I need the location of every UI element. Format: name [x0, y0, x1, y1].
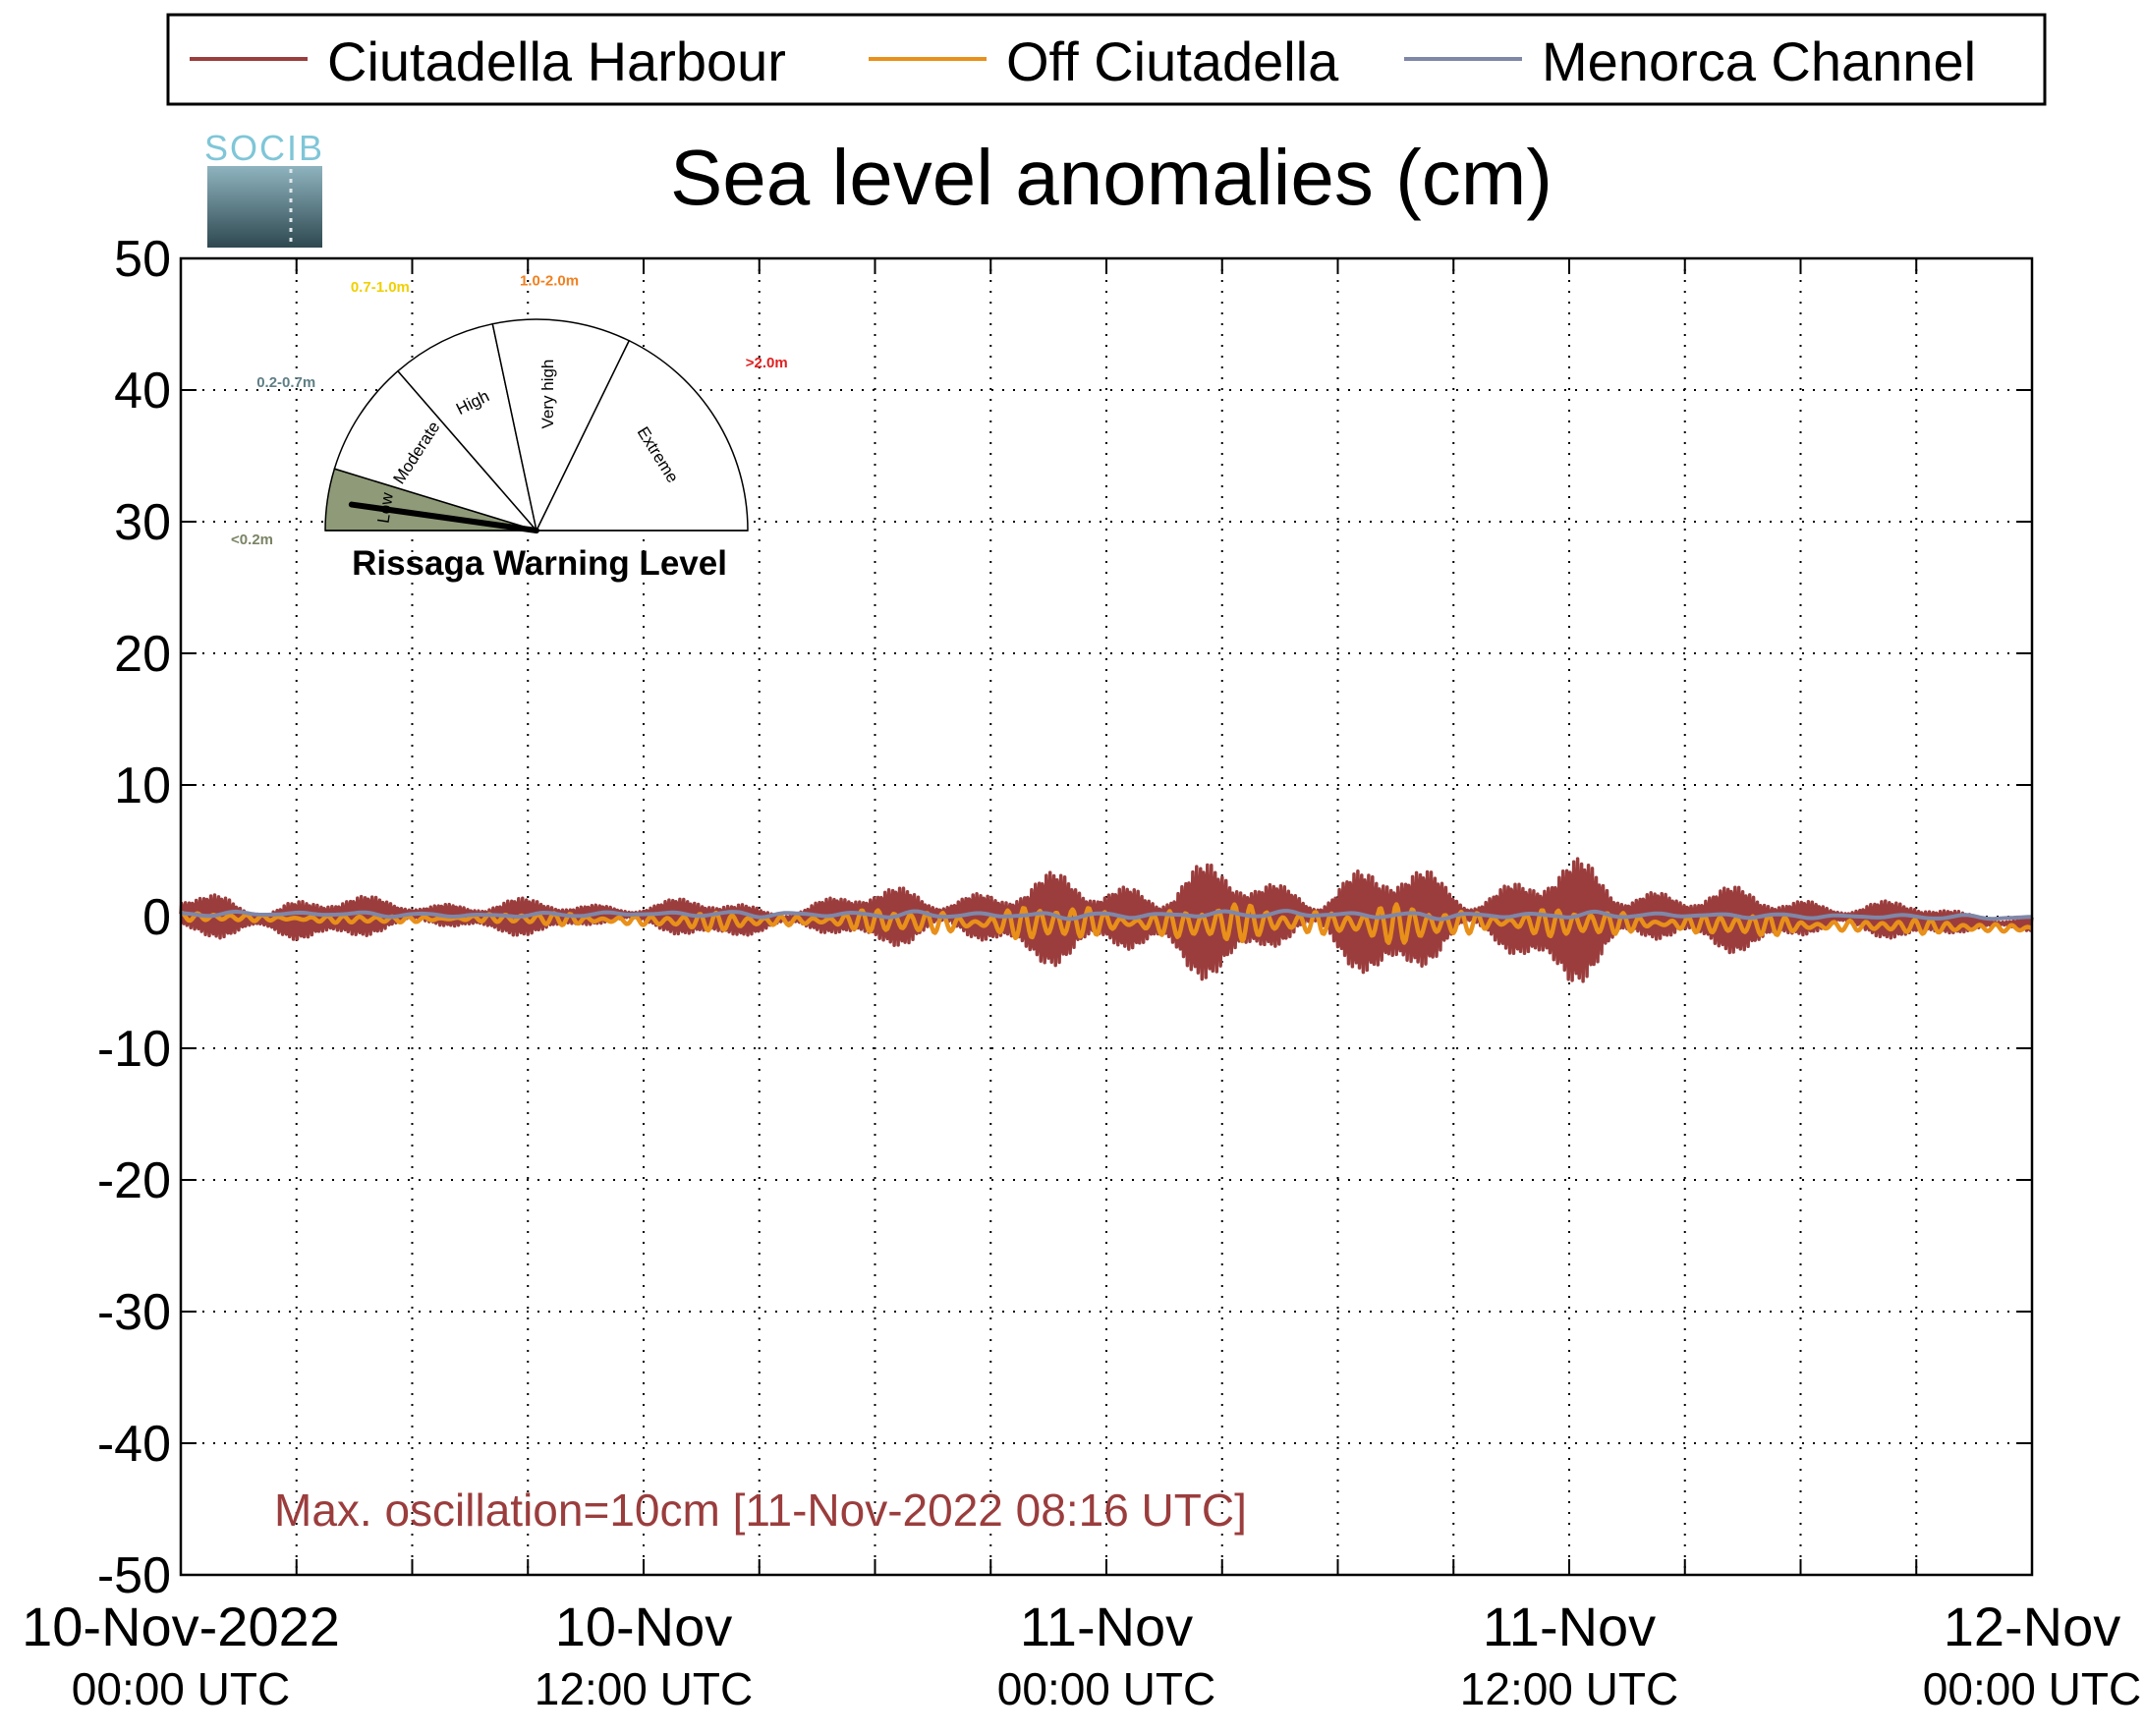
legend-label-off-ciutadella: Off Ciutadella — [1006, 30, 1339, 92]
gauge-range-label: 0.7-1.0m — [351, 279, 410, 296]
x-tick-label-date: 10-Nov — [555, 1596, 733, 1657]
x-tick-label-date: 11-Nov — [1483, 1596, 1656, 1657]
gauge-sector-high — [396, 322, 538, 533]
legend: Ciutadella Harbour Off Ciutadella Menorc… — [166, 13, 2047, 106]
y-tick-label: 0 — [142, 889, 171, 946]
y-tick-label: 20 — [114, 626, 171, 683]
socib-logo-text: SOCIB — [204, 128, 324, 168]
x-tick-label-date: 12-Nov — [1944, 1596, 2121, 1657]
y-tick-label: -20 — [97, 1152, 171, 1209]
gauge-sector-very-high — [491, 318, 631, 533]
x-tick-label-time: 12:00 UTC — [535, 1663, 753, 1714]
plot-frame — [179, 256, 2034, 1577]
legend-frame — [166, 13, 2047, 106]
x-tick-label-time: 00:00 UTC — [1923, 1663, 2141, 1714]
y-tick-label: -30 — [97, 1284, 171, 1341]
gauge-sector-extreme — [535, 339, 749, 532]
gauge-range-label: <0.2m — [231, 532, 273, 548]
max-oscillation-annotation: Max. oscillation=10cm [11-Nov-2022 08:16… — [274, 1484, 1247, 1536]
x-tick-label-date: 11-Nov — [1020, 1596, 1193, 1657]
y-tick-label: 40 — [114, 363, 171, 420]
y-tick-label: -40 — [97, 1416, 171, 1473]
gauge-range-label: >2.0m — [746, 355, 788, 371]
series-line-ciutadella-harbour — [179, 857, 2034, 983]
gauge-level-name: Very high — [538, 360, 557, 429]
gauge-sector-moderate — [333, 369, 539, 532]
y-tick-label: 30 — [114, 494, 171, 551]
series-line-menorca-channel — [180, 909, 2033, 922]
y-tick-label: -50 — [97, 1547, 171, 1604]
socib-logo: SOCIB — [204, 128, 324, 248]
x-tick-label-time: 12:00 UTC — [1460, 1663, 1678, 1714]
data-series — [179, 857, 2034, 983]
gauge-title: Rissaga Warning Level — [352, 544, 727, 583]
chart-title: Sea level anomalies (cm) — [670, 134, 1552, 221]
y-tick-label: 50 — [114, 231, 171, 288]
rissaga-gauge: LowModerateHighVery highExtreme<0.2m0.2-… — [231, 272, 788, 583]
y-tick-labels: 50 40 30 20 10 0 -10 -20 -30 -40 -50 — [97, 231, 171, 1604]
x-tick-label-date: 10-Nov-2022 — [22, 1596, 340, 1657]
gauge-needle — [348, 501, 539, 533]
gauge-range-label: 1.0-2.0m — [520, 272, 579, 289]
y-tick-label: -10 — [97, 1021, 171, 1078]
socib-logo-mark — [207, 166, 322, 248]
legend-label-menorca-channel: Menorca Channel — [1542, 30, 1976, 92]
x-tick-labels: 10-Nov-2022 00:00 UTC 10-Nov 12:00 UTC 11-No… — [22, 1596, 2141, 1714]
gauge-range-label: 0.2-0.7m — [256, 374, 315, 391]
legend-label-ciutadella-harbour: Ciutadella Harbour — [327, 30, 786, 92]
x-tick-label-time: 00:00 UTC — [997, 1663, 1215, 1714]
y-tick-label: 10 — [114, 757, 171, 814]
x-tick-label-time: 00:00 UTC — [72, 1663, 290, 1714]
